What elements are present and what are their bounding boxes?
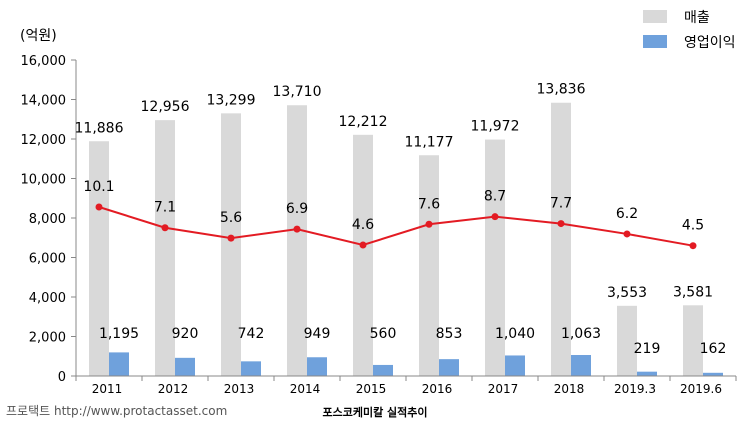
source-credit: 프로택트 http://www.protactasset.com <box>6 404 227 418</box>
operating-profit-bar-2014 <box>307 357 327 376</box>
sales-value-label: 13,710 <box>273 84 322 100</box>
x-tick-label: 2015 <box>356 382 387 396</box>
sales-bar-2012 <box>155 120 175 376</box>
margin-value-label: 6.2 <box>616 206 638 222</box>
sales-value-label: 11,177 <box>405 134 454 150</box>
margin-value-label: 4.5 <box>682 218 704 234</box>
operating-profit-value-label: 219 <box>634 341 661 357</box>
legend-label: 영업이익 <box>684 35 736 51</box>
y-unit-label: (억원) <box>20 28 57 44</box>
sales-value-label: 12,956 <box>141 99 190 115</box>
x-tick-label: 2013 <box>224 382 255 396</box>
margin-value-label: 10.1 <box>83 179 114 195</box>
sales-value-label: 3,553 <box>607 285 647 301</box>
y-tick-label: 6,000 <box>29 252 66 267</box>
margin-value-label: 8.7 <box>484 189 506 205</box>
sales-bar-2016 <box>419 155 439 376</box>
x-tick-label: 2018 <box>554 382 585 396</box>
x-tick-label: 2017 <box>488 382 519 396</box>
x-tick-label: 2019.6 <box>680 382 722 396</box>
sales-value-label: 13,836 <box>537 82 586 98</box>
margin-point-2015 <box>359 241 367 249</box>
line-layer <box>95 203 697 250</box>
operating-profit-value-label: 853 <box>436 326 463 342</box>
operating-profit-bar-2015 <box>373 364 393 376</box>
operating-profit-bar-2017 <box>505 355 525 376</box>
sales-bar-2018 <box>551 102 571 376</box>
margin-point-2014 <box>293 225 301 233</box>
margin-point-2017 <box>491 213 499 221</box>
sales-bar-2015 <box>353 134 373 376</box>
margin-value-label: 6.9 <box>286 201 308 217</box>
legend-swatch <box>643 35 667 48</box>
sales-bar-2011 <box>89 141 109 376</box>
sales-bar-2013 <box>221 113 241 376</box>
sales-value-label: 13,299 <box>207 92 256 108</box>
margin-point-2019-3 <box>623 230 631 238</box>
x-tick-label: 2016 <box>422 382 453 396</box>
x-tick-label: 2019.3 <box>614 382 656 396</box>
x-tick-label: 2014 <box>290 382 321 396</box>
y-tick-label: 10,000 <box>21 173 67 188</box>
operating-profit-value-label: 560 <box>370 326 397 342</box>
operating-profit-value-label: 920 <box>172 326 199 342</box>
operating-profit-bar-2018 <box>571 355 591 376</box>
operating-profit-bar-2013 <box>241 361 261 376</box>
y-axis: 0 2,000 4,000 6,000 8,000 10,000 12,000 14,000 1… <box>21 54 77 385</box>
x-tick-label: 2011 <box>92 382 123 396</box>
y-tick-label: 2,000 <box>29 331 66 346</box>
x-tick-label: 2012 <box>158 382 189 396</box>
margin-point-2011 <box>95 203 103 211</box>
sales-bar-2019-6 <box>683 305 703 376</box>
margin-line <box>98 206 694 247</box>
operating-profit-bar-2019-6 <box>703 372 723 376</box>
chart-title: 포스코케미칼 실적추이 <box>322 405 427 419</box>
y-tick-label: 14,000 <box>21 94 67 109</box>
operating-profit-value-label: 162 <box>700 341 727 357</box>
operating-profit-value-label: 1,040 <box>495 326 535 342</box>
y-tick-label: 8,000 <box>29 212 66 227</box>
sales-value-label: 11,886 <box>75 120 124 136</box>
sales-value-label: 12,212 <box>339 114 388 130</box>
y-tick-label: 0 <box>58 370 66 385</box>
data-labels-layer: 11,886 1,195 12,956 920 13,299 742 13,710 949 12… <box>75 82 727 357</box>
margin-point-2018 <box>557 220 565 228</box>
operating-profit-bar-2011 <box>109 352 129 376</box>
margin-point-2012 <box>161 224 169 232</box>
sales-value-label: 3,581 <box>673 284 713 300</box>
margin-value-label: 5.6 <box>220 210 242 226</box>
bars-layer <box>89 102 723 376</box>
operating-profit-bar-2019-3 <box>637 371 657 376</box>
margin-value-label: 7.7 <box>550 196 572 212</box>
x-axis: 2011 2012 2013 2014 2015 2016 2017 2018 2019.3 20… <box>75 375 737 396</box>
margin-point-2016 <box>425 220 433 228</box>
operating-profit-value-label: 1,195 <box>99 326 139 342</box>
sales-value-label: 11,972 <box>471 119 520 135</box>
margin-value-label: 7.1 <box>154 200 176 216</box>
sales-bar-2019-3 <box>617 305 637 376</box>
margin-point-2013 <box>227 234 235 242</box>
margin-value-label: 4.6 <box>352 217 374 233</box>
margin-value-label: 7.6 <box>418 196 440 212</box>
operating-profit-bar-2016 <box>439 359 459 376</box>
margin-point-2019-6 <box>689 242 697 250</box>
operating-profit-bar-2012 <box>175 357 195 376</box>
sales-bar-2017 <box>485 139 505 376</box>
y-tick-label: 12,000 <box>21 133 67 148</box>
legend-label: 매출 <box>684 10 710 26</box>
legend-swatch <box>643 10 667 23</box>
operating-profit-value-label: 1,063 <box>561 326 601 342</box>
y-tick-label: 4,000 <box>29 291 66 306</box>
operating-profit-value-label: 949 <box>304 326 331 342</box>
sales-bar-2014 <box>287 105 307 376</box>
operating-profit-value-label: 742 <box>238 326 265 342</box>
y-tick-label: 16,000 <box>21 54 67 69</box>
